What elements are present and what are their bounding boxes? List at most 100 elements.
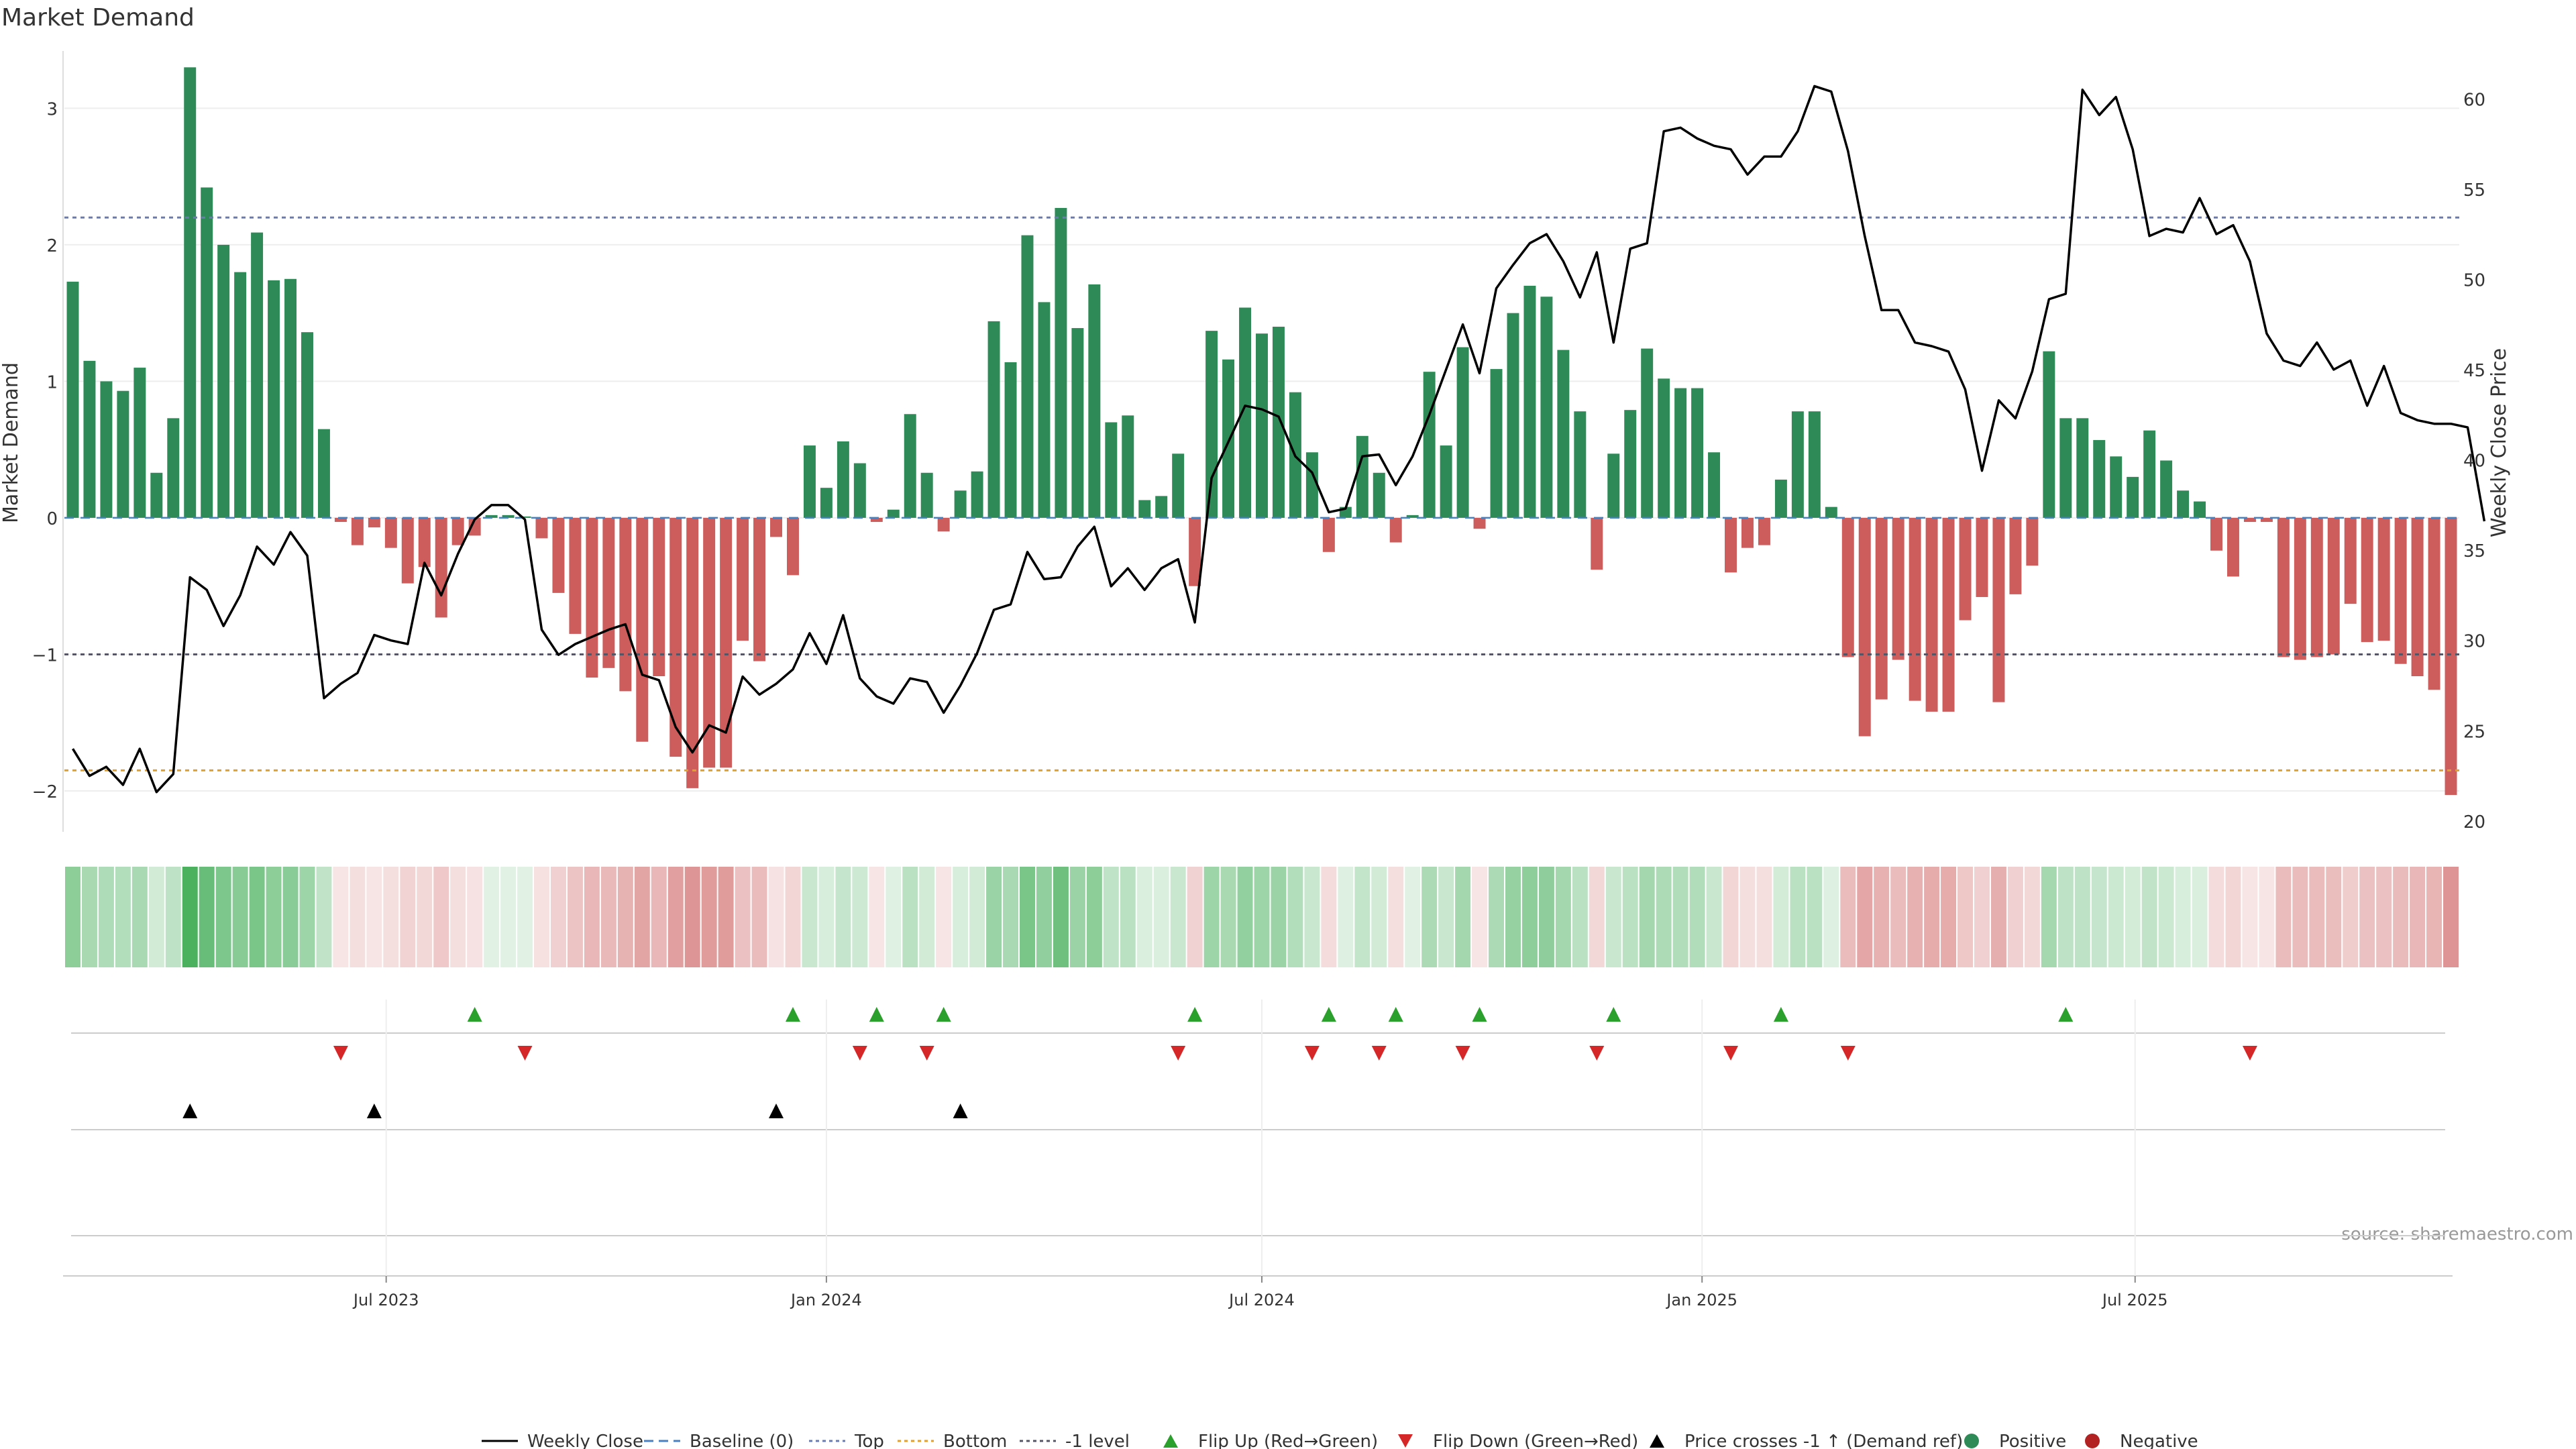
weekly-close-price-line — [72, 85, 2486, 794]
x-tick-label: Jan 2024 — [790, 1291, 862, 1309]
legend-item: Baseline (0) — [644, 1432, 794, 1449]
heat-cell-negative — [2024, 867, 2040, 967]
demand-bar-negative — [937, 517, 950, 532]
demand-bar-positive — [1004, 362, 1017, 518]
y-tick-label-right: 45 — [2463, 361, 2485, 381]
price-cross-marker — [953, 1104, 968, 1118]
heat-cell-positive — [2175, 867, 2191, 967]
demand-bar-negative — [1992, 517, 2005, 702]
legend-swatch-dot — [1964, 1434, 1979, 1448]
heat-cell-positive — [1438, 867, 1454, 967]
heat-cell-positive — [1003, 867, 1019, 967]
demand-bar-positive — [1540, 297, 1553, 518]
heat-cell-negative — [467, 867, 483, 967]
demand-bar-negative — [2026, 517, 2039, 566]
heat-cell-positive — [1287, 867, 1303, 967]
demand-bar-positive — [268, 280, 280, 518]
heat-cell-negative — [1723, 867, 1739, 967]
demand-bar-positive — [2160, 460, 2173, 518]
heat-cell-positive — [1489, 867, 1504, 967]
demand-bar-positive — [920, 472, 933, 518]
heat-cell-positive — [1120, 867, 1136, 967]
demand-bar-negative — [2277, 517, 2290, 657]
demand-bar-negative — [619, 517, 632, 692]
heat-cell-negative — [2225, 867, 2241, 967]
demand-bar-positive — [1088, 284, 1101, 518]
heat-cell-positive — [1371, 867, 1387, 967]
demand-bar-negative — [770, 517, 782, 537]
heat-cell-negative — [2410, 867, 2426, 967]
legend-label: Negative — [2120, 1432, 2198, 1449]
heat-cell-negative — [383, 867, 399, 967]
y-tick-label-right: 30 — [2463, 632, 2485, 652]
demand-bar-negative — [653, 517, 665, 676]
demand-bar-positive — [2076, 418, 2089, 518]
heat-cell-positive — [517, 867, 533, 967]
heat-cell-negative — [2343, 867, 2359, 967]
demand-bar-positive — [1071, 328, 1084, 518]
x-tick-label: Jul 2025 — [2101, 1291, 2168, 1309]
demand-bar-positive — [284, 278, 297, 518]
heat-cell-negative — [2259, 867, 2275, 967]
demand-bar-positive — [251, 232, 264, 518]
y-tick-label-left: 2 — [46, 236, 58, 256]
demand-bar-negative — [334, 517, 347, 523]
chart-title: Market Demand — [1, 4, 195, 32]
demand-bar-positive — [1239, 307, 1252, 518]
demand-bar-positive — [1356, 435, 1368, 518]
heat-cell-positive — [2091, 867, 2107, 967]
heat-cell-negative — [1472, 867, 1488, 967]
demand-bar-negative — [1591, 517, 1603, 570]
legend-item: -1 level — [1020, 1432, 1130, 1449]
demand-bar-negative — [1858, 517, 1871, 737]
demand-bar-negative — [753, 517, 766, 661]
demand-bar-negative — [2327, 517, 2340, 655]
heat-cell-positive — [131, 867, 148, 967]
demand-bar-positive — [317, 429, 330, 518]
heat-cell-negative — [2359, 867, 2375, 967]
demand-bar-negative — [418, 517, 431, 568]
flip-down-marker — [852, 1046, 867, 1061]
demand-bar-negative — [669, 517, 682, 757]
heat-cell-negative — [1890, 867, 1907, 967]
heat-cell-negative — [350, 867, 366, 967]
heat-cell-positive — [953, 867, 969, 967]
flip-up-marker — [1606, 1007, 1621, 1022]
flip-up-marker — [1187, 1007, 1203, 1022]
demand-bar-positive — [301, 332, 313, 518]
heat-cell-positive — [1538, 867, 1554, 967]
demand-bar-positive — [1523, 285, 1536, 518]
heat-cell-positive — [2192, 867, 2208, 967]
heat-cell-negative — [2443, 867, 2459, 967]
flip-up-marker — [467, 1007, 482, 1022]
flip-down-marker — [919, 1046, 934, 1061]
legend: Weekly Close Baseline (0) Top Bottom -1 leve… — [482, 1432, 2198, 1449]
demand-bar-positive — [117, 390, 129, 518]
heat-cell-positive — [1103, 867, 1119, 967]
demand-bar-positive — [1406, 515, 1419, 518]
flip-up-marker — [1388, 1007, 1403, 1022]
demand-bar-negative — [2344, 517, 2357, 604]
heat-cell-positive — [1069, 867, 1085, 967]
heat-cell-positive — [986, 867, 1002, 967]
demand-bar-positive — [1808, 411, 1821, 518]
heat-cell-positive — [802, 867, 818, 967]
y-tick-label-right: 35 — [2463, 541, 2485, 561]
heat-cell-positive — [1254, 867, 1270, 967]
heat-cell-positive — [500, 867, 517, 967]
heat-cell-positive — [2108, 867, 2124, 967]
y-tick-label-right: 55 — [2463, 180, 2485, 201]
reference-lines — [64, 216, 2459, 771]
demand-bar-positive — [1373, 472, 1385, 518]
flip-down-marker — [333, 1046, 348, 1061]
heat-cell-negative — [1874, 867, 1890, 967]
y-ticks: 3 2 1 0 −1 −2 60 55 50 45 40 35 30 25 20 — [32, 90, 2485, 833]
heat-cell-positive — [98, 867, 114, 967]
demand-bar-negative — [1959, 517, 1972, 621]
legend-swatch-triangle-up — [1650, 1434, 1664, 1448]
demand-bar-negative — [401, 517, 414, 584]
heat-cell-negative — [450, 867, 466, 967]
demand-bar-negative — [870, 517, 883, 523]
demand-bar-negative — [552, 517, 565, 593]
